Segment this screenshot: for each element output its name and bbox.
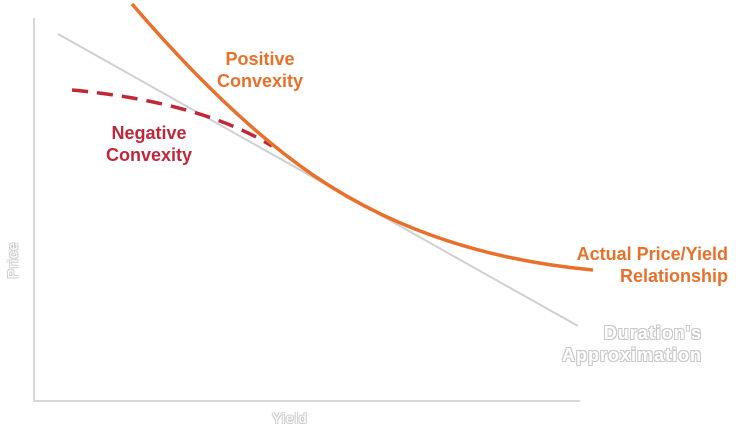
y-axis-label: Price xyxy=(4,241,21,279)
negative-convexity-line1: Negative xyxy=(111,123,187,143)
actual-price-yield-curve xyxy=(130,2,594,272)
actual-relationship-line1: Actual Price/Yield xyxy=(576,244,728,264)
positive-convexity-label: Positive Convexity xyxy=(217,48,303,92)
actual-relationship-label: Actual Price/Yield Relationship xyxy=(568,243,728,287)
x-axis-label: Yield xyxy=(272,410,308,426)
positive-convexity-line1: Positive xyxy=(225,49,295,69)
negative-convexity-label: Negative Convexity xyxy=(106,122,192,166)
duration-approximation-line2: Approximation xyxy=(562,345,703,365)
actual-relationship-line2: Relationship xyxy=(619,266,728,286)
negative-convexity-line2: Convexity xyxy=(106,145,193,165)
positive-convexity-line2: Convexity xyxy=(217,71,304,91)
duration-approximation-label: Duration's Approximation xyxy=(562,322,702,366)
duration-approximation-line1: Duration's xyxy=(603,323,702,343)
negative-convexity-curve xyxy=(71,88,273,148)
